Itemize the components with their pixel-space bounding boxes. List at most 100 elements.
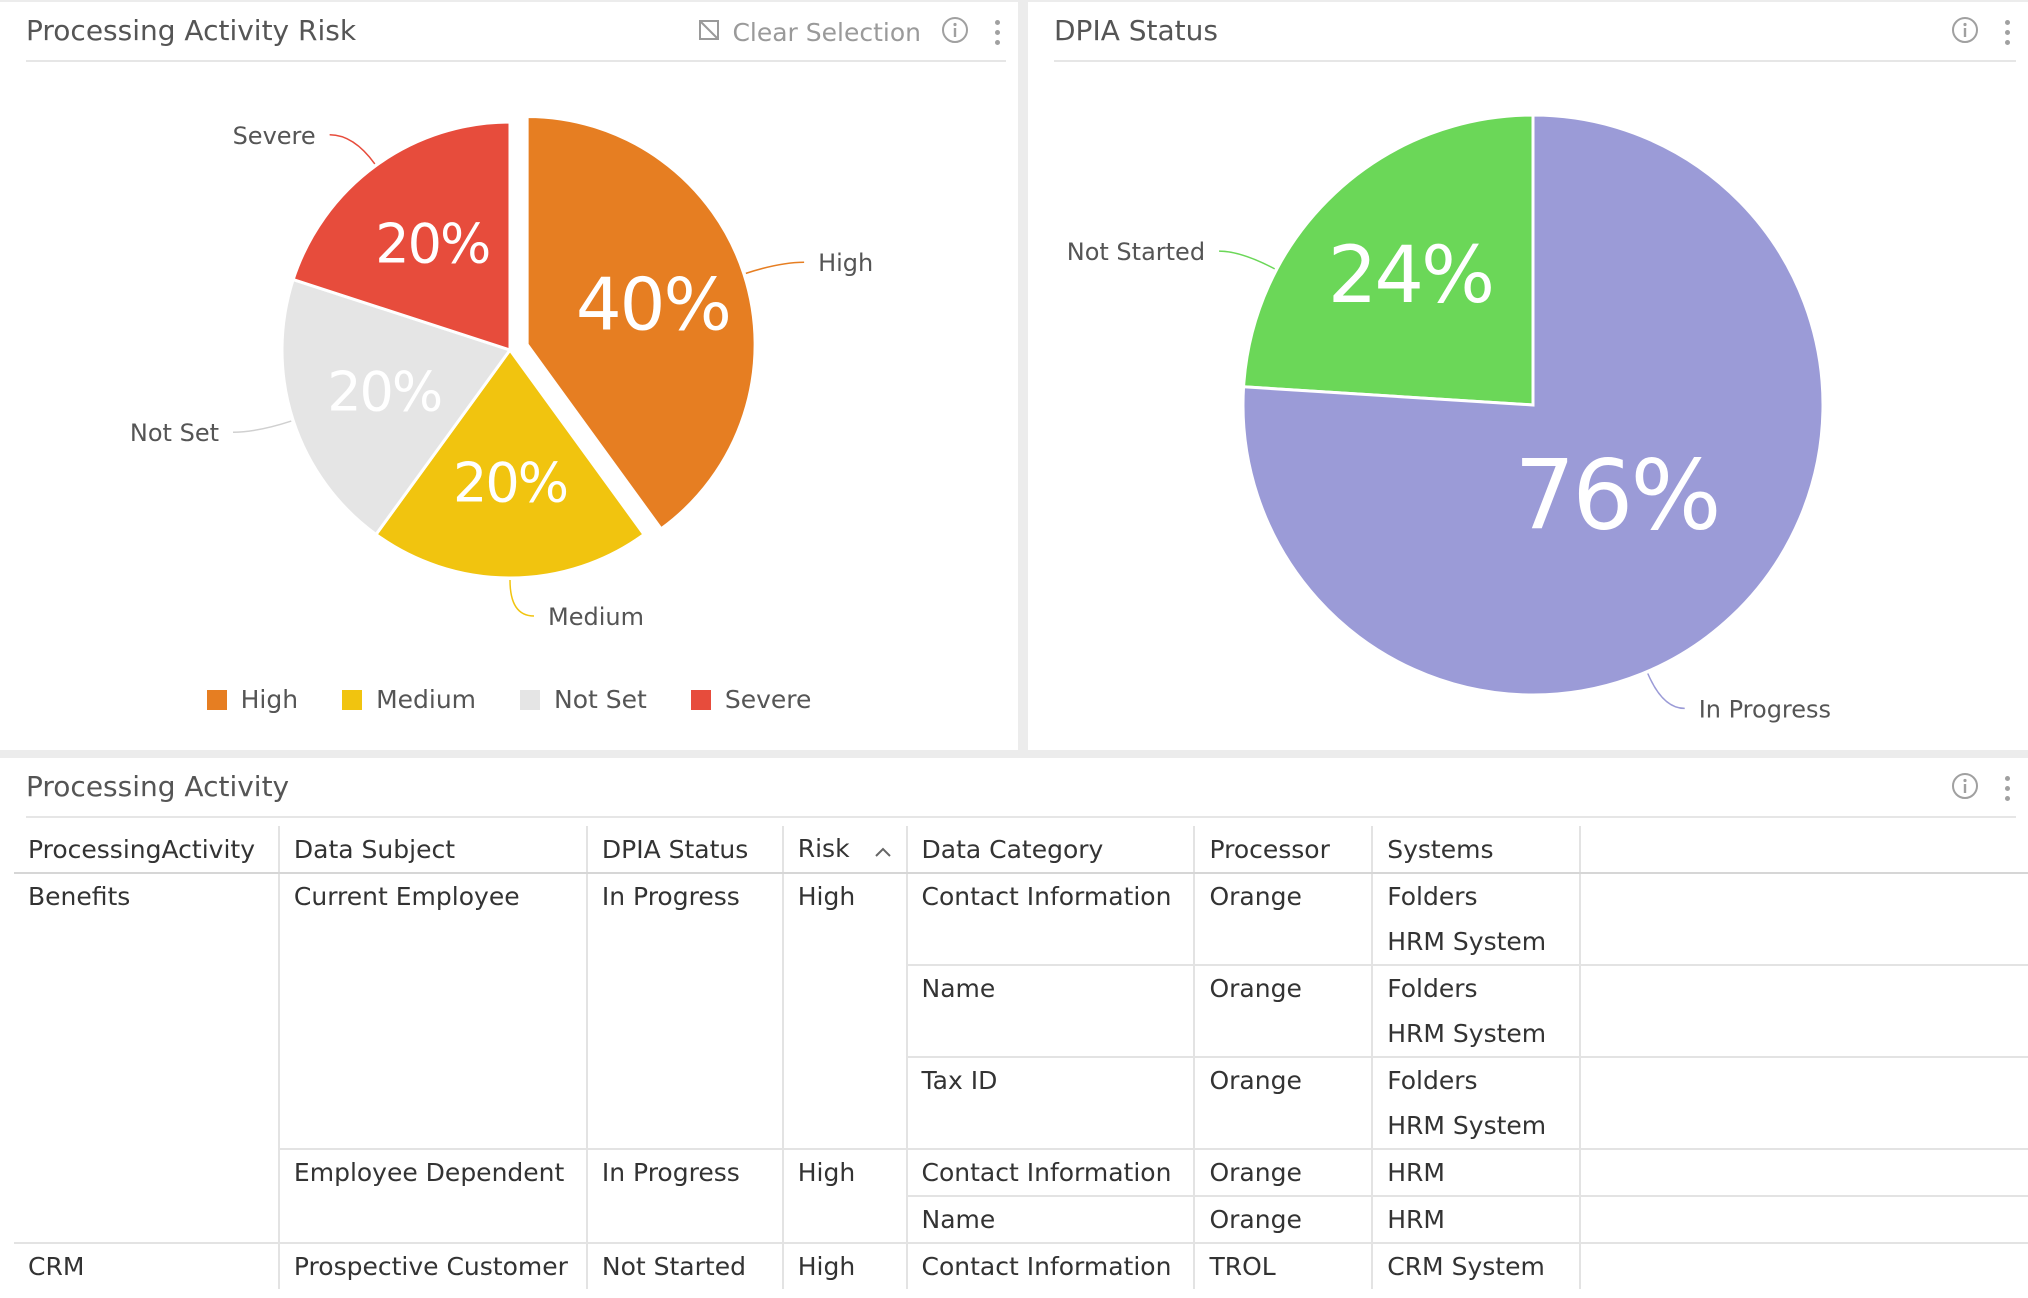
- cell-empty: [1580, 1149, 2028, 1197]
- clear-selection-button[interactable]: Clear Selection: [698, 18, 921, 47]
- clear-selection-icon: [698, 18, 720, 47]
- cell-systems: Folders HRM System: [1372, 965, 1582, 1058]
- risk-legend: High Medium Not Set Severe: [0, 685, 1018, 714]
- column-header-risk[interactable]: Risk: [782, 826, 908, 874]
- dpia-status-panel: DPIA Status 24% Not Started 76% In Progress: [1028, 2, 2028, 750]
- pie-slice-not-set[interactable]: [280, 277, 513, 537]
- legend-label: Severe: [724, 685, 812, 714]
- leader-line: [745, 261, 805, 275]
- header-tools: [1951, 14, 2016, 50]
- cell-processor: Orange: [1194, 1196, 1374, 1244]
- legend-swatch: [342, 689, 363, 710]
- system-item: HRM System: [1387, 1019, 1547, 1048]
- pie-value-label: 40%: [576, 262, 730, 346]
- cell-systems: Folders HRM System: [1372, 1057, 1582, 1150]
- cell-data-category: Tax ID: [906, 1057, 1196, 1150]
- legend-item-medium[interactable]: Medium: [342, 685, 476, 714]
- leader-line: [233, 420, 292, 433]
- system-item: Folders: [1387, 882, 1478, 911]
- cell-processor: Orange: [1194, 873, 1374, 966]
- pie-value-label: 20%: [327, 360, 441, 423]
- pie-category-label: Not Started: [1067, 238, 1205, 266]
- processing-activity-panel: Processing Activity ProcessingActivity D…: [0, 758, 2028, 1298]
- cell-data-subject: Current Employee: [278, 873, 588, 1150]
- pie-value-label: 76%: [1514, 439, 1718, 551]
- cell-dpia-status: Not Started: [586, 1243, 784, 1289]
- cell-processor: TROL: [1194, 1243, 1374, 1289]
- legend-item-not-set[interactable]: Not Set: [520, 685, 647, 714]
- leader-line: [509, 579, 535, 617]
- panel-title: DPIA Status: [1054, 14, 1218, 47]
- legend-label: Not Set: [554, 685, 647, 714]
- table-row: Name Orange HRM: [14, 1196, 2028, 1244]
- processing-activity-table: ProcessingActivity Data Subject DPIA Sta…: [14, 826, 2028, 1289]
- cell-dpia-status: In Progress: [586, 1149, 784, 1244]
- pie-slice-in-progress[interactable]: [1241, 113, 1825, 697]
- more-options-icon[interactable]: [1999, 775, 2016, 801]
- pie-category-label: In Progress: [1699, 695, 1831, 723]
- table-row: Benefits Current Employee In Progress Hi…: [14, 873, 2028, 1244]
- sort-ascending-icon[interactable]: [874, 835, 892, 864]
- legend-item-high[interactable]: High: [206, 685, 299, 714]
- cell-data-subject: Employee Dependent: [278, 1149, 588, 1244]
- info-icon[interactable]: [941, 16, 969, 48]
- column-header-empty: [1580, 826, 2028, 874]
- legend-label: High: [240, 685, 299, 714]
- cell-empty: [1580, 965, 2028, 1058]
- pie-slice-high[interactable]: [525, 114, 757, 531]
- pie-slice-not-started[interactable]: [1241, 113, 1535, 407]
- pie-slice-medium[interactable]: [373, 347, 647, 580]
- info-icon[interactable]: [1951, 772, 1979, 804]
- cell-systems: CRM System: [1372, 1243, 1582, 1289]
- system-item: Folders: [1387, 1066, 1478, 1095]
- column-header-systems[interactable]: Systems: [1372, 826, 1582, 874]
- pie-value-label: 20%: [453, 452, 567, 515]
- cell-processing-activity: Benefits: [14, 873, 280, 1244]
- column-header-dpia-status[interactable]: DPIA Status: [586, 826, 784, 874]
- panel-title: Processing Activity: [26, 770, 290, 803]
- legend-label: Medium: [376, 685, 477, 714]
- clear-selection-label: Clear Selection: [732, 17, 921, 47]
- cell-processor: Orange: [1194, 1057, 1374, 1150]
- cell-data-category: Contact Information: [906, 873, 1196, 966]
- cell-data-subject: Prospective Customer: [278, 1243, 588, 1289]
- pie-category-label: Severe: [233, 122, 316, 150]
- cell-systems: HRM: [1372, 1196, 1582, 1244]
- table-row: Tax ID Orange Folders HRM System: [14, 1057, 2028, 1150]
- pie-slice-severe[interactable]: [291, 120, 512, 353]
- column-header-risk-label: Risk: [797, 833, 850, 863]
- table-header-row: ProcessingActivity Data Subject DPIA Sta…: [14, 826, 2028, 874]
- panel-header: Processing Activity: [26, 758, 2016, 818]
- cell-systems: HRM: [1372, 1149, 1582, 1197]
- cell-risk: High: [782, 1149, 908, 1244]
- system-item: HRM System: [1387, 927, 1547, 956]
- info-icon[interactable]: [1951, 16, 1979, 48]
- cell-risk: High: [782, 873, 908, 1150]
- leader-line: [1647, 673, 1685, 710]
- column-header-data-category[interactable]: Data Category: [906, 826, 1196, 874]
- cell-processor: Orange: [1194, 965, 1374, 1058]
- header-tools: [1951, 770, 2016, 806]
- panel-header: Processing Activity Risk Clear Selection: [26, 2, 1006, 62]
- more-options-icon[interactable]: [1999, 19, 2016, 45]
- table-row: CRM Prospective Customer Not Started Hig…: [14, 1243, 2028, 1289]
- column-header-processor[interactable]: Processor: [1194, 826, 1374, 874]
- legend-swatch: [690, 689, 711, 710]
- more-options-icon[interactable]: [989, 19, 1006, 45]
- cell-empty: [1580, 1057, 2028, 1150]
- table-row: Employee Dependent In Progress High Cont…: [14, 1149, 2028, 1244]
- column-header-data-subject[interactable]: Data Subject: [278, 826, 588, 874]
- panel-title: Processing Activity Risk: [26, 14, 357, 47]
- pie-value-label: 20%: [375, 212, 489, 275]
- cell-data-category: Name: [906, 1196, 1196, 1244]
- pie-value-label: 24%: [1328, 231, 1492, 321]
- legend-item-severe[interactable]: Severe: [690, 685, 812, 714]
- header-tools: Clear Selection: [698, 14, 1006, 50]
- cell-processing-activity: CRM: [14, 1243, 280, 1289]
- leader-line: [329, 134, 376, 165]
- panel-header: DPIA Status: [1054, 2, 2016, 62]
- cell-data-category: Name: [906, 965, 1196, 1058]
- column-header-processing-activity[interactable]: ProcessingActivity: [14, 826, 280, 874]
- cell-empty: [1580, 1243, 2028, 1289]
- pie-category-label: Medium: [548, 603, 644, 631]
